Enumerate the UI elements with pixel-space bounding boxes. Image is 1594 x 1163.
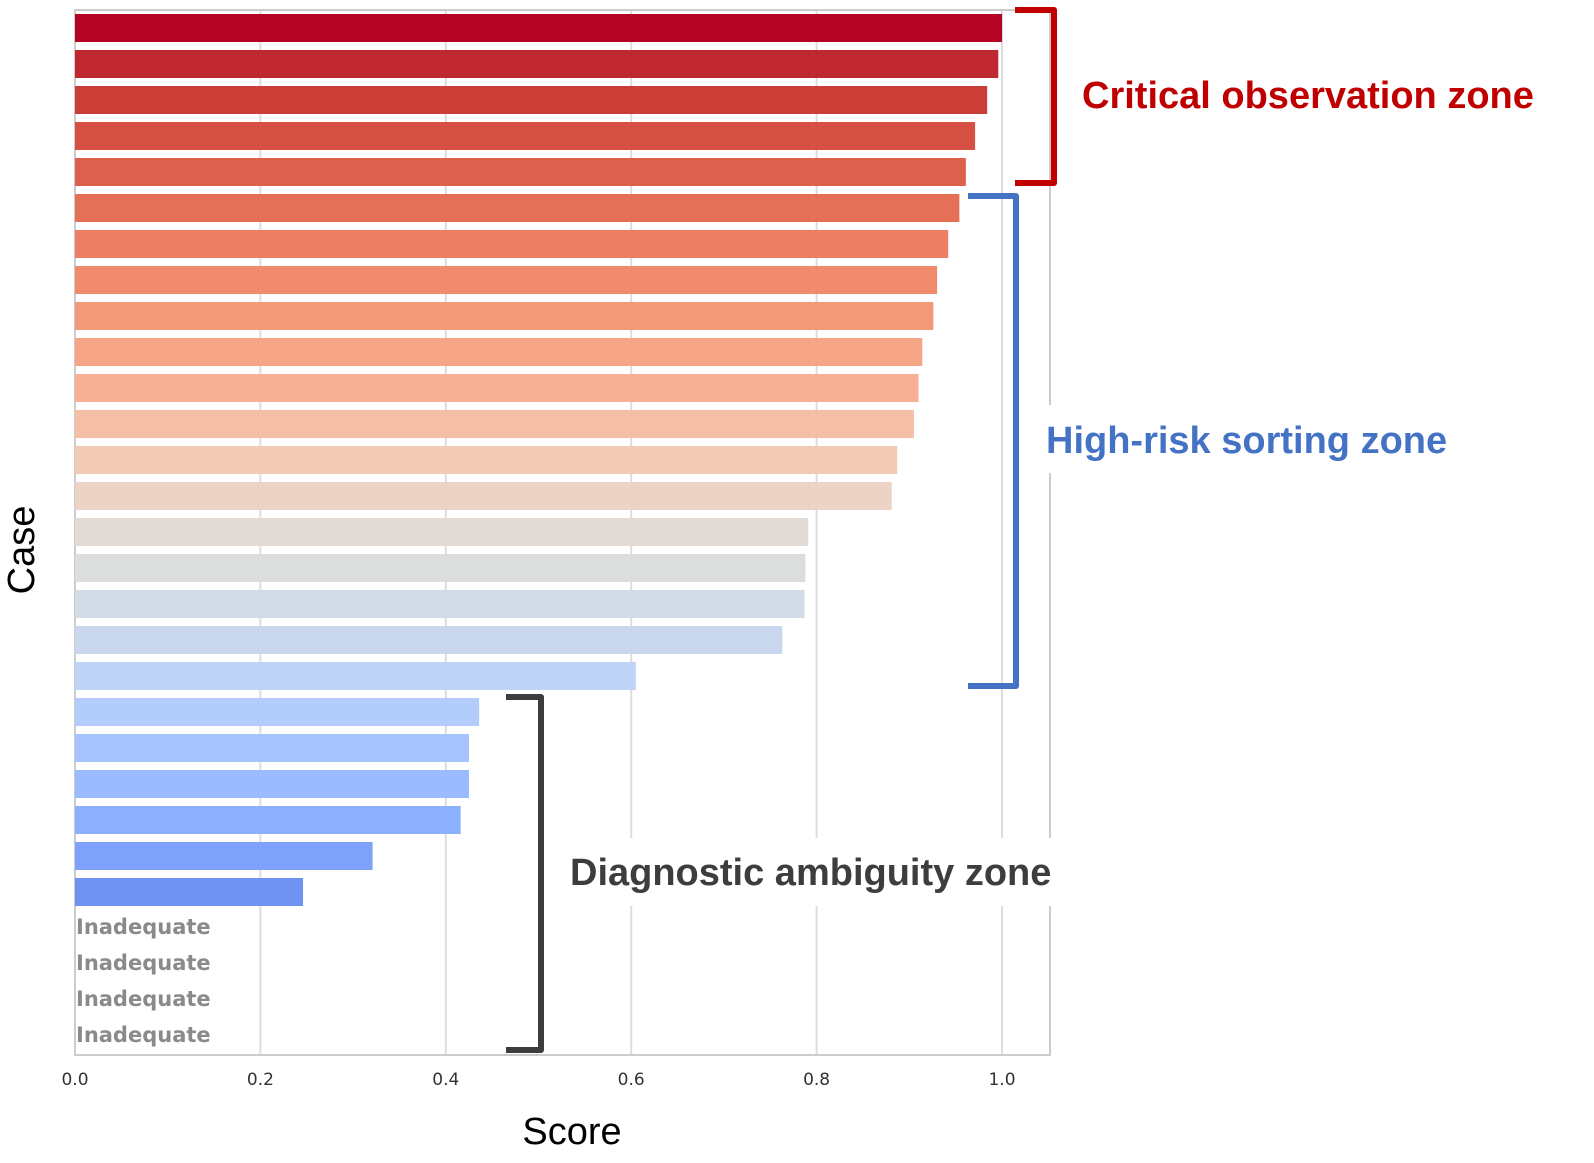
zone-label: Critical observation zone: [1082, 75, 1534, 117]
x-tick-label: 0.6: [618, 1070, 645, 1090]
y-axis-title: Case: [1, 506, 43, 595]
bar: [75, 878, 304, 906]
bar: [75, 14, 1002, 42]
bar: [75, 590, 805, 618]
bar: [75, 446, 898, 474]
bar: [75, 50, 999, 78]
zone-label-background: [548, 838, 1090, 906]
bar: [75, 482, 892, 510]
x-tick-label: 0.2: [247, 1070, 274, 1090]
bar: [75, 122, 976, 150]
bar: [75, 770, 469, 798]
zone-annotations: Critical observation zone High-risk sorti…: [506, 7, 1534, 1053]
inadequate-label: Inadequate: [76, 1023, 211, 1047]
zone-label: High-risk sorting zone: [1046, 420, 1447, 462]
x-axis-title: Score: [522, 1111, 621, 1153]
bar: [75, 302, 934, 330]
bar: [75, 626, 783, 654]
x-tick-labels: 0.0 0.2 0.4 0.6 0.8 1.0: [61, 1070, 1015, 1090]
bar: [75, 662, 636, 690]
bar: [75, 410, 914, 438]
bar: [75, 734, 469, 762]
x-tick-label: 0.8: [803, 1070, 830, 1090]
x-tick-label: 0.0: [61, 1070, 88, 1090]
zone-label: Diagnostic ambiguity zone: [570, 852, 1051, 894]
bar: [75, 842, 373, 870]
bar: [75, 266, 938, 294]
zone-bracket: [1015, 7, 1057, 186]
bar: [75, 806, 461, 834]
bar: [75, 158, 966, 186]
bar: [75, 518, 809, 546]
bar: [75, 230, 949, 258]
inadequate-label: Inadequate: [76, 987, 211, 1011]
zone-bracket: [968, 193, 1019, 689]
x-tick-label: 1.0: [988, 1070, 1015, 1090]
bar: [75, 194, 960, 222]
bars: Inadequate Inadequate Inadequate Inadequate: [75, 14, 1002, 1047]
zone-bracket: [506, 694, 544, 1053]
inadequate-label: Inadequate: [76, 915, 211, 939]
bar: [75, 374, 919, 402]
bar: [75, 554, 806, 582]
bar: [75, 698, 480, 726]
x-tick-label: 0.4: [432, 1070, 459, 1090]
bar: [75, 86, 988, 114]
inadequate-label: Inadequate: [76, 951, 211, 975]
zone-label-background: [1030, 405, 1510, 473]
bar: [75, 338, 923, 366]
